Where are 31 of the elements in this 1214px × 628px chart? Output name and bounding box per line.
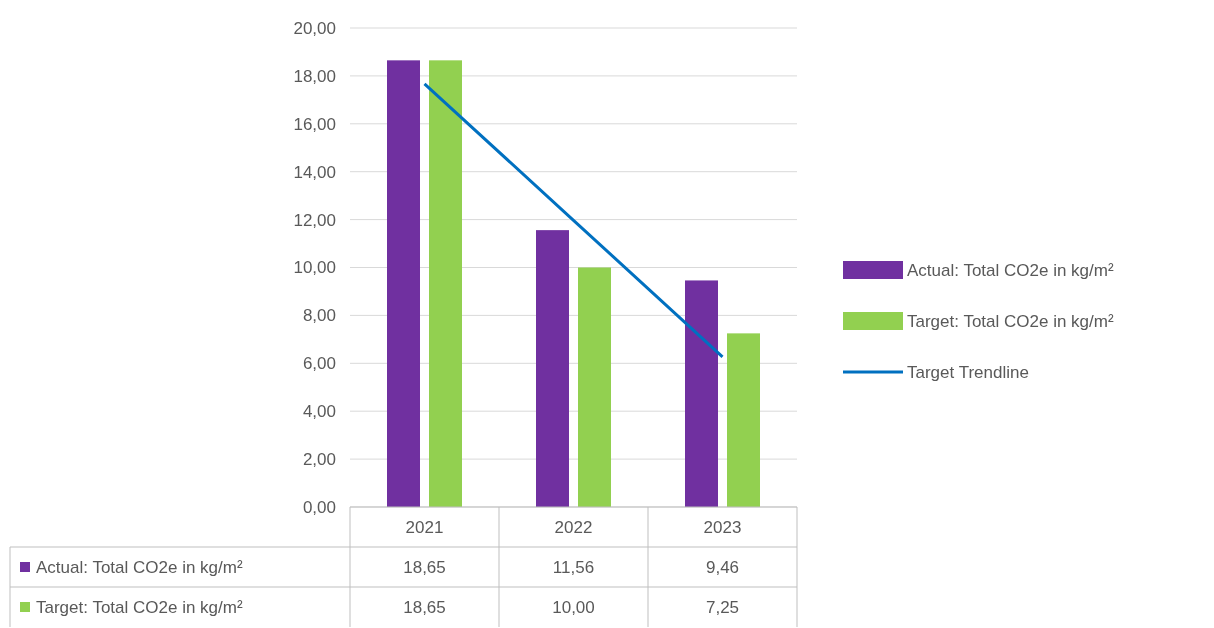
text: 7,25 [705,597,740,617]
y-tick-label: 20,00 [293,18,336,38]
text: 10,00 [552,597,595,617]
y-tick-label: 12,00 [293,210,336,230]
bar [685,280,718,507]
y-tick-label: 0,00 [302,497,336,517]
text: Target: Total CO2e in kg/m² [36,597,243,617]
x-tick-label: 2021 [405,517,444,537]
y-tick-label: 16,00 [293,114,336,134]
bar [429,60,462,507]
y-tick-label: 4,00 [302,402,336,422]
y-tick-label: 14,00 [293,162,336,182]
y-tick-label: 2,00 [302,450,336,470]
text: 9,46 [705,557,740,577]
legend-label: Target Trendline [907,362,1029,382]
bar [727,333,760,507]
y-tick-label: 10,00 [293,258,336,278]
text: 18,65 [403,557,446,577]
x-tick-label: 2023 [703,517,742,537]
y-tick-label: 18,00 [293,66,336,86]
legend-label: Target: Total CO2e in kg/m² [907,311,1114,331]
legend-label: Actual: Total CO2e in kg/m² [36,557,243,577]
bar [387,60,420,507]
y-tick-label: 8,00 [302,306,336,326]
y-tick-label: 6,00 [302,354,336,374]
bar [536,230,569,507]
text: 11,56 [552,557,595,577]
x-tick-label: 2022 [554,517,593,537]
bar [578,267,611,507]
text: Actual: Total CO2e in kg/m² [907,260,1114,280]
text: 18,65 [403,597,446,617]
